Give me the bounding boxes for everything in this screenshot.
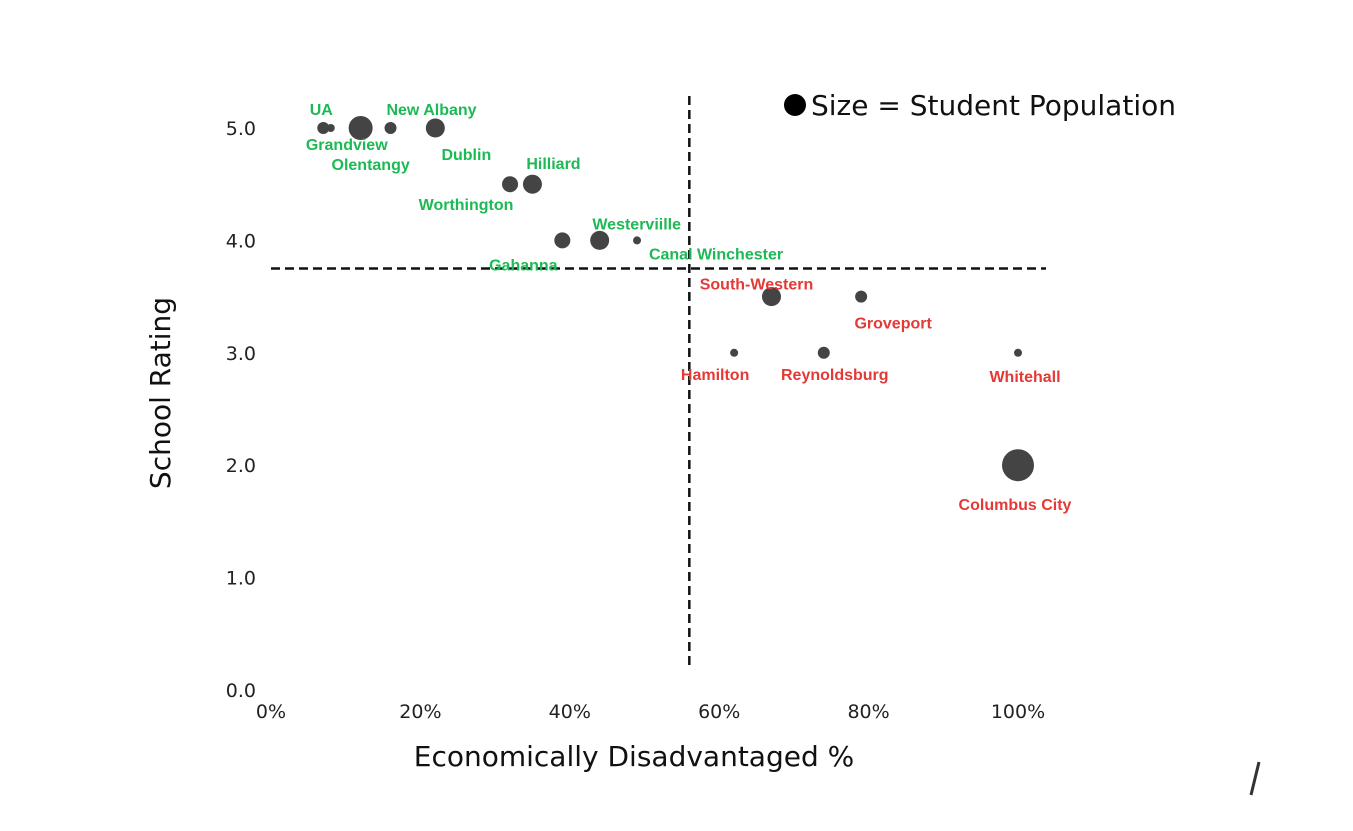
data-point xyxy=(384,122,397,134)
data-point xyxy=(761,287,781,307)
point-label: Reynoldsburg xyxy=(781,367,889,384)
point-label: Worthington xyxy=(419,197,514,214)
size-legend: Size = Student Population xyxy=(784,89,1176,122)
data-point xyxy=(554,232,571,249)
data-point xyxy=(855,290,868,303)
x-tick-label: 100% xyxy=(991,701,1045,723)
point-label: South-Western xyxy=(700,277,813,294)
x-tick-label: 0% xyxy=(256,701,286,723)
data-point xyxy=(817,346,830,359)
point-label: Westerviille xyxy=(592,216,681,233)
x-tick-label: 80% xyxy=(847,701,889,723)
point-labels: UA Grandview Olentangy New Albany Dublin Wort… xyxy=(306,102,1072,514)
point-label: Gahanna xyxy=(489,257,558,274)
point-label: Hamilton xyxy=(681,367,749,384)
x-tick-label: 60% xyxy=(698,701,740,723)
point-label: Dublin xyxy=(441,147,491,164)
point-label: Grandview xyxy=(306,137,388,154)
data-point xyxy=(348,116,373,140)
x-tick-label: 20% xyxy=(399,701,441,723)
y-tick-label: 5.0 xyxy=(226,118,256,140)
y-tick-label: 0.0 xyxy=(226,680,256,702)
data-point xyxy=(425,118,445,138)
point-label: Groveport xyxy=(854,316,932,333)
point-label: Whitehall xyxy=(989,369,1060,386)
y-tick-label: 3.0 xyxy=(226,343,256,365)
y-tick-label: 1.0 xyxy=(226,568,256,590)
point-label: Canal Winchester xyxy=(649,246,783,263)
point-label: New Albany xyxy=(386,102,476,119)
data-point xyxy=(502,176,519,193)
data-point xyxy=(364,124,373,132)
point-label: Columbus City xyxy=(959,497,1072,514)
data-point xyxy=(1002,449,1034,482)
point-label: UA xyxy=(310,102,334,119)
point-label: Hilliard xyxy=(526,156,580,173)
data-point xyxy=(317,122,330,134)
legend-marker xyxy=(784,94,806,116)
data-point xyxy=(633,236,642,245)
y-axis-ticks: 0.0 1.0 2.0 3.0 4.0 5.0 xyxy=(226,118,256,702)
y-tick-label: 4.0 xyxy=(226,230,256,252)
data-point xyxy=(1014,348,1022,357)
data-point xyxy=(730,348,739,357)
data-point xyxy=(590,230,610,250)
y-tick-label: 2.0 xyxy=(226,455,256,477)
legend-text: Size = Student Population xyxy=(811,89,1176,122)
data-point xyxy=(522,174,542,194)
x-axis-title: Economically Disadvantaged % xyxy=(414,740,854,773)
data-point xyxy=(326,124,335,132)
y-axis-title: School Rating xyxy=(144,297,177,489)
x-tick-label: 40% xyxy=(549,701,591,723)
point-label: Olentangy xyxy=(332,157,410,174)
slash-mark xyxy=(1249,761,1261,796)
data-points xyxy=(317,116,1034,482)
x-axis-ticks: 0% 20% 40% 60% 80% 100% xyxy=(256,701,1045,723)
